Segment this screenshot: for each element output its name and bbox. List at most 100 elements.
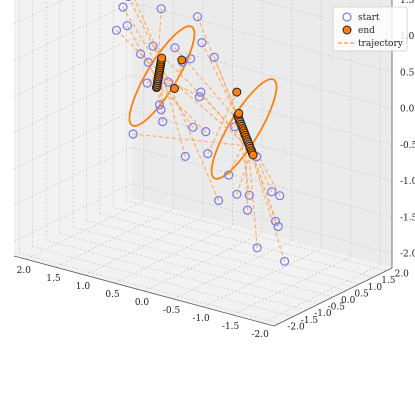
grid-z-back bbox=[131, 183, 393, 254]
start-point bbox=[267, 187, 277, 197]
trajectory-line bbox=[196, 16, 243, 127]
x-tick-label: 0.0 bbox=[135, 298, 150, 308]
grid-x-floor bbox=[55, 208, 174, 268]
trajectory-line bbox=[140, 53, 251, 149]
z-tick-label: -0.5 bbox=[400, 141, 415, 151]
start-point bbox=[128, 129, 138, 139]
z-tick-label: 1.5 bbox=[400, 0, 415, 6]
grid-x-floor bbox=[232, 256, 351, 316]
trajectory-line bbox=[146, 72, 160, 84]
legend-start-label: start bbox=[358, 13, 380, 23]
start-point bbox=[273, 221, 283, 232]
start-point bbox=[203, 149, 213, 159]
trajectory-line bbox=[246, 139, 286, 262]
start-point bbox=[275, 191, 285, 201]
z-tick-label: 0.5 bbox=[400, 68, 415, 78]
trajectory-line bbox=[158, 76, 194, 128]
start-point bbox=[125, 0, 132, 2]
start-point bbox=[163, 77, 173, 87]
trajectory-line bbox=[122, 6, 161, 70]
grid-y-floor bbox=[46, 239, 307, 311]
start-point bbox=[122, 21, 132, 31]
start-point bbox=[197, 37, 207, 48]
z-tick-label: -1.0 bbox=[400, 177, 415, 187]
legend-start-marker bbox=[342, 12, 352, 22]
start-point bbox=[252, 243, 262, 253]
grid-z-left bbox=[13, 74, 133, 134]
left-wall-pane bbox=[14, 0, 132, 256]
trajectory-line bbox=[160, 63, 220, 201]
start-point bbox=[280, 256, 290, 266]
grid-y-floor bbox=[72, 226, 334, 298]
z-tick-label: -1.5 bbox=[400, 213, 415, 223]
gridlines bbox=[13, 0, 393, 324]
ellipse-ring bbox=[210, 78, 278, 180]
x-tick-label: 2.0 bbox=[17, 266, 32, 276]
grid-y-floor bbox=[59, 233, 320, 304]
start-point bbox=[180, 151, 190, 161]
start-point bbox=[192, 12, 203, 22]
trajectory-line bbox=[126, 25, 159, 81]
y-tick-label: -1.5 bbox=[301, 316, 319, 326]
end-markers bbox=[152, 53, 258, 160]
grid-z-left bbox=[13, 183, 133, 242]
start-point bbox=[154, 100, 165, 110]
grid-x-floor bbox=[84, 216, 204, 276]
legend: start end trajectory bbox=[332, 6, 408, 52]
start-point bbox=[111, 25, 122, 35]
grid-z-left bbox=[13, 38, 133, 97]
grid-z-left bbox=[13, 146, 133, 206]
start-point bbox=[194, 92, 204, 102]
y-tick-label: 0.0 bbox=[341, 296, 356, 306]
end-point bbox=[232, 87, 242, 97]
trajectory-line bbox=[129, 0, 162, 63]
start-markers bbox=[111, 0, 290, 266]
y-tick-label: 1.5 bbox=[381, 276, 396, 286]
start-point bbox=[242, 205, 253, 215]
start-point bbox=[224, 170, 234, 180]
start-point bbox=[156, 4, 166, 14]
grid-z-back bbox=[131, 1, 393, 73]
trajectory-line bbox=[133, 133, 250, 147]
trajectory-line bbox=[236, 150, 252, 195]
x-tick-label: 1.0 bbox=[76, 282, 91, 292]
start-point bbox=[170, 43, 180, 53]
start-point bbox=[214, 195, 224, 206]
end-point bbox=[248, 150, 258, 160]
start-point bbox=[158, 116, 168, 127]
grid-y-floor bbox=[19, 253, 280, 324]
start-point bbox=[143, 57, 153, 68]
y-tick-label: 2.0 bbox=[395, 270, 410, 280]
start-point bbox=[118, 2, 128, 12]
end-point bbox=[234, 108, 244, 118]
grid-z-left bbox=[13, 0, 64, 25]
y-axis-line bbox=[273, 267, 393, 327]
start-point bbox=[232, 189, 242, 199]
legend-trajectory-label: trajectory bbox=[358, 39, 404, 49]
legend-end-label: end bbox=[358, 26, 375, 36]
grid-z-back bbox=[131, 146, 393, 218]
grid-z-back bbox=[131, 38, 393, 109]
grid-y-floor bbox=[126, 200, 387, 271]
trajectory-line bbox=[158, 74, 200, 98]
z-tick-label: -2.0 bbox=[400, 250, 415, 260]
start-point bbox=[148, 41, 158, 51]
x-tick-label: -1.0 bbox=[192, 314, 210, 324]
start-point bbox=[196, 87, 206, 97]
grid-y-floor bbox=[32, 246, 293, 318]
start-point bbox=[142, 78, 152, 88]
start-point bbox=[156, 104, 166, 115]
trajectory-line bbox=[207, 91, 238, 154]
legend-end-marker bbox=[342, 25, 352, 35]
trajectory-line bbox=[134, 0, 162, 61]
grid-y-floor bbox=[99, 213, 360, 285]
end-point bbox=[177, 55, 187, 65]
tick-labels: -2.0-1.5-1.0-0.50.00.51.01.52.0-2.0-1.5-… bbox=[17, 0, 415, 340]
grid-x-floor bbox=[143, 232, 263, 292]
trajectory-line bbox=[247, 141, 258, 248]
y-tick-label: -0.5 bbox=[328, 303, 346, 313]
start-point bbox=[209, 52, 219, 62]
z-tick-label: 0.0 bbox=[400, 105, 415, 115]
start-point bbox=[136, 49, 146, 59]
